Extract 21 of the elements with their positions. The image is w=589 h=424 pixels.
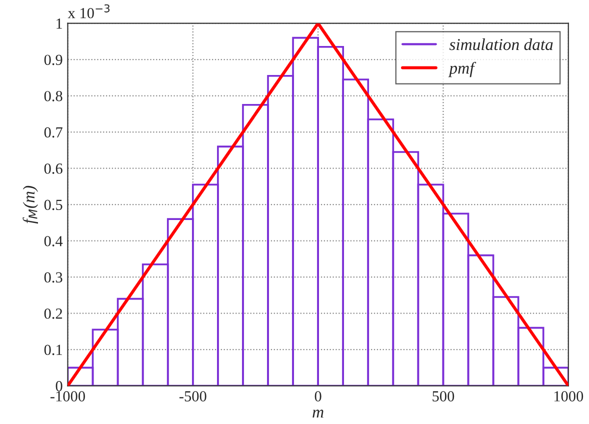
legend-label: simulation data [449,38,553,50]
y-tick-label: 0.9 [44,54,62,66]
y-tick-label: 0 [56,380,62,392]
x-tick-label: -1000 [50,391,85,402]
x-tick-label: 500 [432,391,454,402]
legend-label: pmf [448,62,476,78]
x-tick-label: -500 [179,391,206,402]
y-tick-label: 0.2 [44,308,62,319]
x-tick-label: 1000 [554,391,584,402]
text: x 10$^{−3}$ [68,4,110,18]
y-tick-label: 0.4 [44,236,63,246]
y-tick-label: 0.6 [44,163,62,174]
y-tick-label: 0.7 [44,127,62,138]
x-axis-title: m [312,410,324,418]
y-axis-title: f$_{M}$(m) [22,186,38,224]
y-tick-label: 0.3 [44,272,62,283]
y-tick-label: 0.8 [44,90,62,102]
y-tick-label: 0.1 [44,344,62,356]
x-tick-label: 0 [314,391,322,402]
y-tick-label: 0.5 [44,200,62,210]
y-tick-label: 1 [56,18,62,29]
